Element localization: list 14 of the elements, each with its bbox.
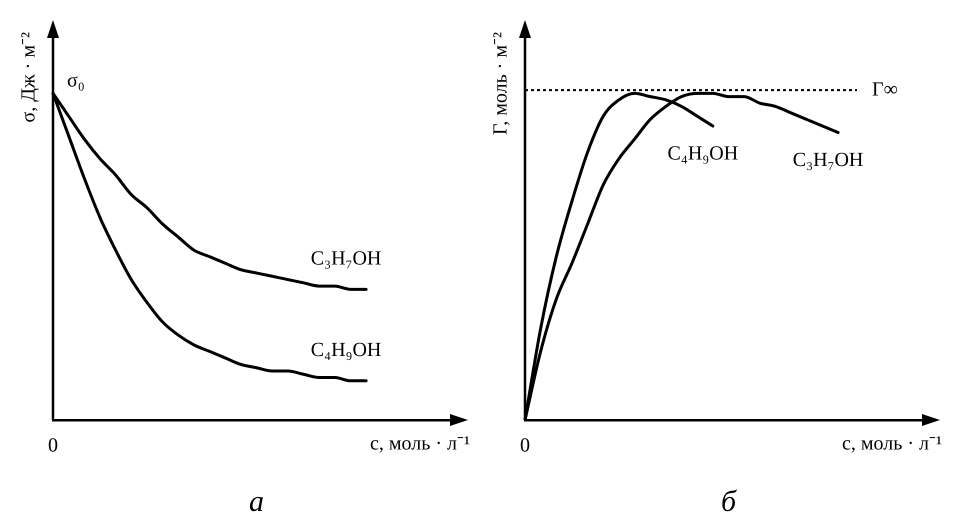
text: а — [249, 484, 264, 518]
text: 0 — [48, 434, 58, 456]
series-label: C₄H₉OH — [668, 142, 738, 164]
text: 0 — [520, 434, 530, 456]
text: σ₀ — [67, 70, 85, 92]
y-axis-title: Γ, моль · м⁻² — [489, 32, 512, 135]
x-axis-title: c, моль · л⁻¹ — [842, 432, 942, 454]
y-axis-title: σ, Дж · м⁻² — [17, 32, 40, 123]
series-label: C₃H₇OH — [310, 248, 382, 270]
x-axis-title: c, моль · л⁻¹ — [370, 432, 470, 454]
ref-line-label: Γ∞ — [872, 78, 898, 100]
text: б — [720, 484, 737, 518]
series-label: C₄H₉OH — [310, 339, 382, 362]
series-label: C₃H₇OH — [792, 148, 864, 171]
